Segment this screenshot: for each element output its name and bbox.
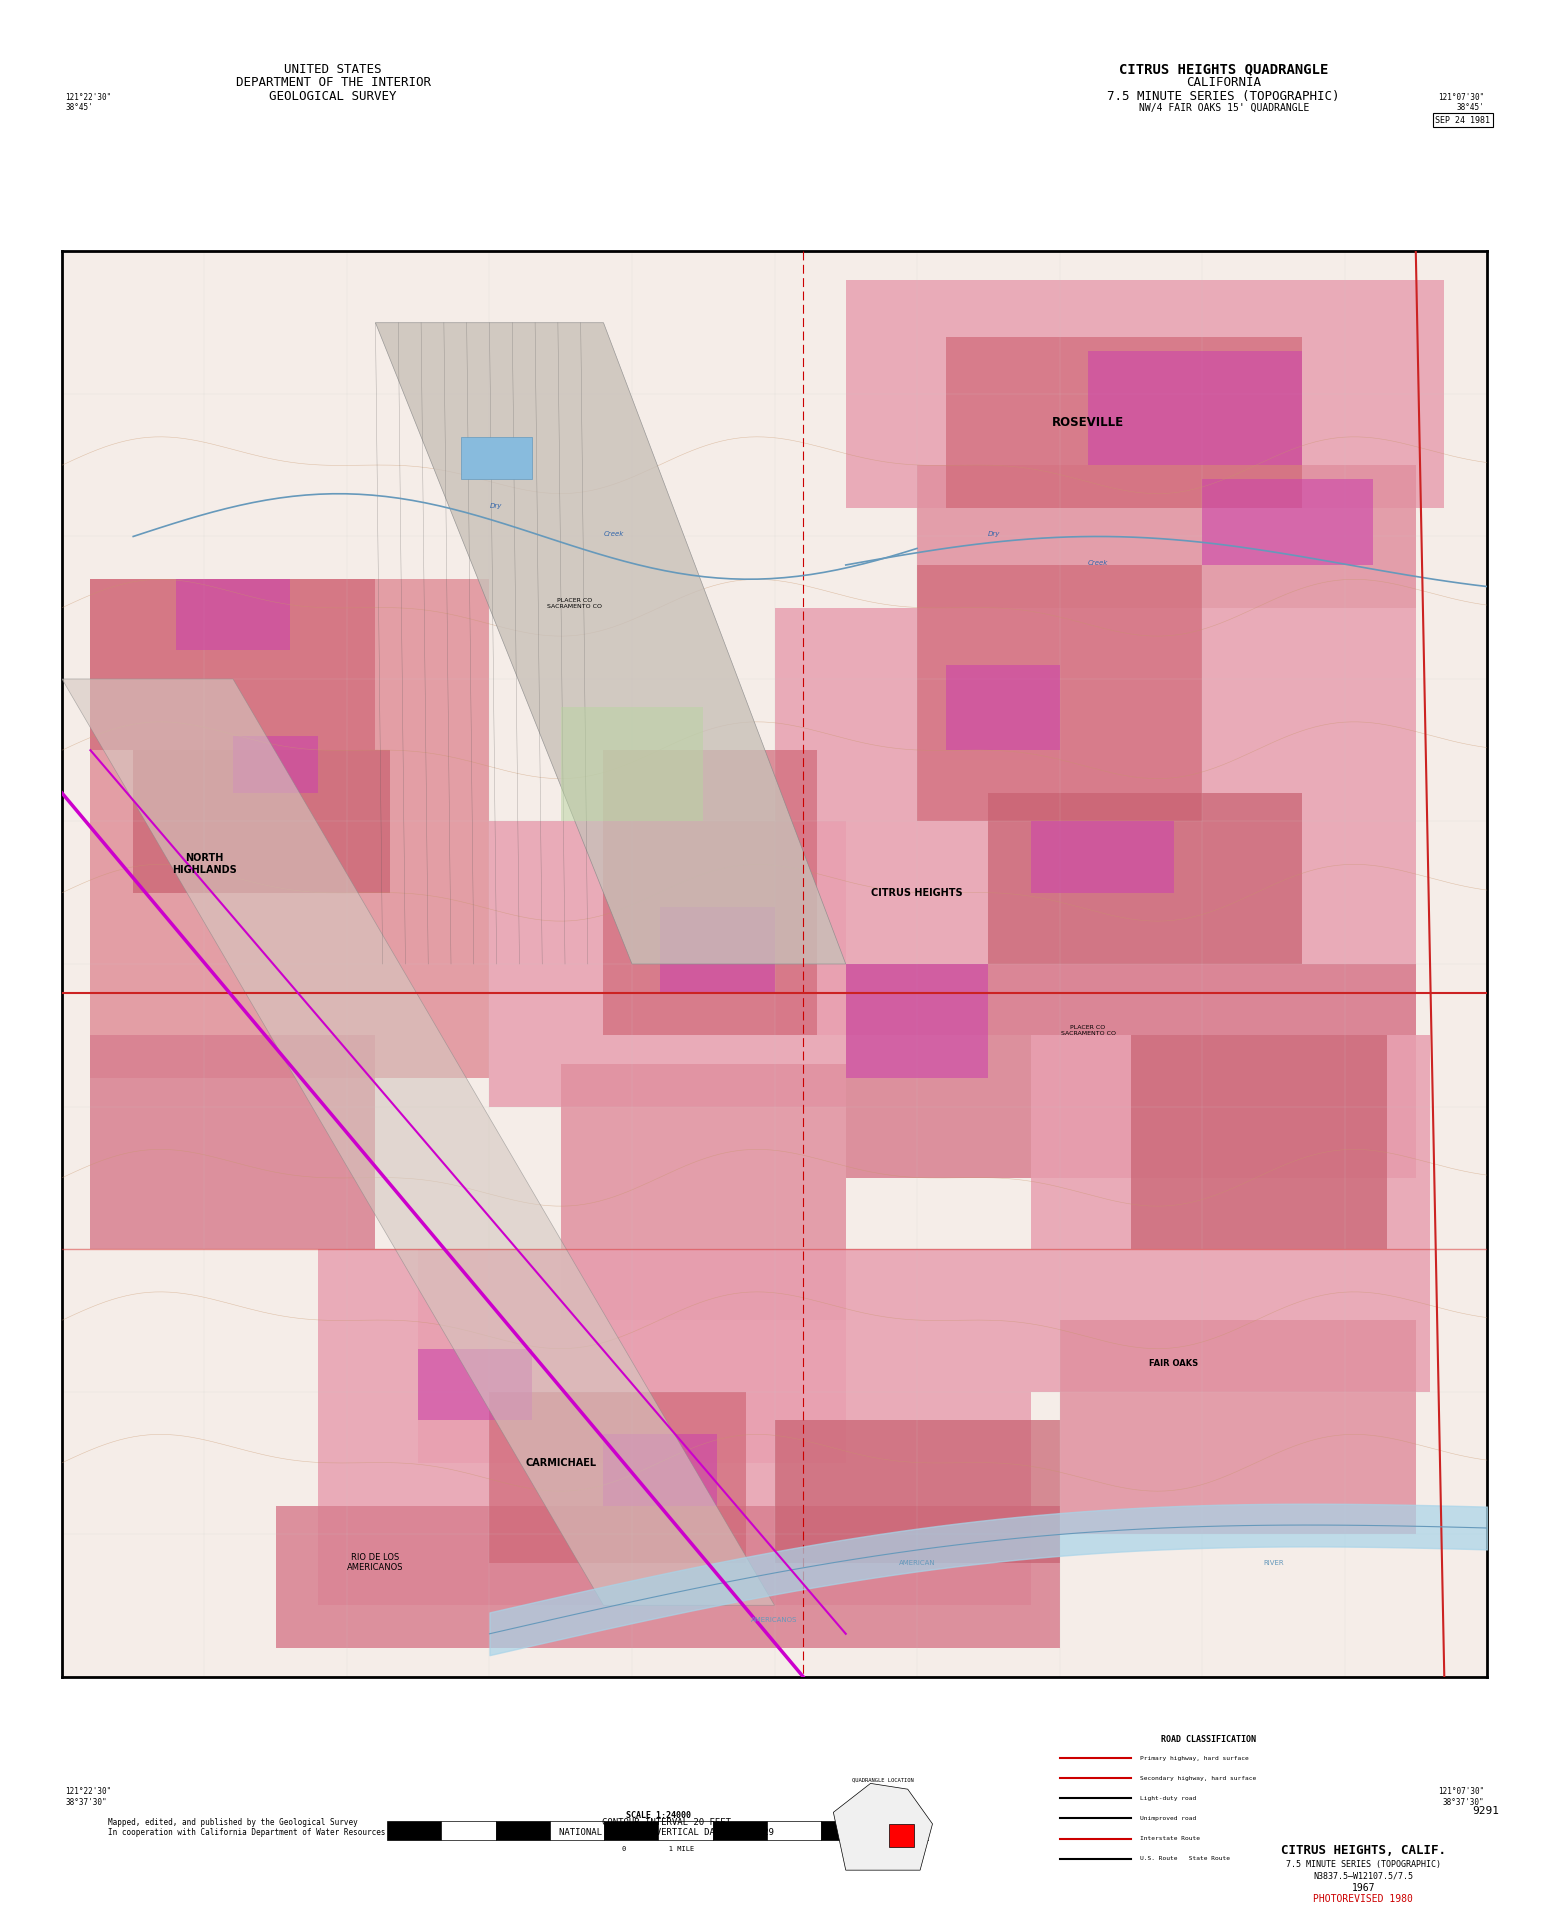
- Bar: [496, 1820, 550, 1839]
- Polygon shape: [1060, 1321, 1416, 1535]
- Text: Secondary highway, hard surface: Secondary highway, hard surface: [1140, 1776, 1256, 1781]
- Text: GEOLOGICAL SURVEY: GEOLOGICAL SURVEY: [270, 91, 397, 102]
- Text: Dry: Dry: [988, 532, 1001, 538]
- Bar: [875, 1820, 929, 1839]
- Text: 121°07'30"
38°37'30": 121°07'30" 38°37'30": [1437, 1787, 1484, 1807]
- Polygon shape: [833, 1783, 932, 1870]
- Text: 7.5 MINUTE SERIES (TOPOGRAPHIC): 7.5 MINUTE SERIES (TOPOGRAPHIC): [1108, 91, 1340, 102]
- Text: PLACER CO
SACRAMENTO CO: PLACER CO SACRAMENTO CO: [1061, 1026, 1115, 1035]
- Polygon shape: [133, 750, 390, 893]
- Text: 121°22'30"
38°45': 121°22'30" 38°45': [65, 93, 112, 112]
- Text: SEP 24 1981: SEP 24 1981: [1434, 116, 1490, 125]
- Text: CONTOUR INTERVAL 20 FEET
NATIONAL GEODETIC VERTICAL DATUM OF 1929: CONTOUR INTERVAL 20 FEET NATIONAL GEODET…: [559, 1818, 773, 1837]
- Polygon shape: [177, 578, 290, 650]
- Text: N3837.5—W12107.5/7.5: N3837.5—W12107.5/7.5: [1314, 1872, 1413, 1880]
- Polygon shape: [232, 736, 319, 792]
- Polygon shape: [774, 1421, 1060, 1562]
- Polygon shape: [90, 1035, 375, 1249]
- Text: Creek: Creek: [1087, 559, 1108, 567]
- Polygon shape: [375, 322, 846, 964]
- Polygon shape: [418, 1350, 533, 1421]
- Polygon shape: [945, 337, 1301, 507]
- Polygon shape: [846, 280, 1444, 507]
- Text: FAIR OAKS: FAIR OAKS: [1149, 1359, 1197, 1367]
- Text: UNITED STATES: UNITED STATES: [285, 64, 381, 75]
- Text: CALIFORNIA: CALIFORNIA: [1187, 77, 1261, 89]
- Text: ROAD CLASSIFICATION: ROAD CLASSIFICATION: [1160, 1735, 1256, 1745]
- Polygon shape: [1087, 351, 1301, 465]
- Polygon shape: [90, 578, 375, 750]
- Text: 0          1 MILE: 0 1 MILE: [623, 1847, 694, 1853]
- Polygon shape: [604, 750, 818, 1035]
- Text: ROSEVILLE: ROSEVILLE: [1052, 416, 1125, 428]
- Text: Primary highway, hard surface: Primary highway, hard surface: [1140, 1756, 1248, 1760]
- Bar: [441, 1820, 496, 1839]
- Text: AMERICAN: AMERICAN: [898, 1560, 936, 1566]
- Bar: [658, 1820, 713, 1839]
- Bar: [821, 1820, 875, 1839]
- Polygon shape: [604, 1434, 717, 1506]
- Polygon shape: [846, 964, 988, 1078]
- Polygon shape: [62, 679, 775, 1606]
- Polygon shape: [660, 906, 774, 993]
- Polygon shape: [917, 465, 1416, 607]
- Text: 9291: 9291: [1473, 1807, 1499, 1816]
- Text: 7.5 MINUTE SERIES (TOPOGRAPHIC): 7.5 MINUTE SERIES (TOPOGRAPHIC): [1286, 1861, 1441, 1868]
- Text: Interstate Route: Interstate Route: [1140, 1835, 1200, 1841]
- Polygon shape: [1032, 821, 1174, 893]
- Text: RIO DE LOS
AMERICANOS: RIO DE LOS AMERICANOS: [347, 1552, 404, 1571]
- Text: QUADRANGLE LOCATION: QUADRANGLE LOCATION: [852, 1778, 914, 1783]
- Text: CITRUS HEIGHTS QUADRANGLE: CITRUS HEIGHTS QUADRANGLE: [1118, 62, 1329, 77]
- Text: U.S. Route   State Route: U.S. Route State Route: [1140, 1857, 1230, 1861]
- Polygon shape: [561, 708, 703, 821]
- Text: AMERICANOS: AMERICANOS: [751, 1616, 798, 1623]
- Polygon shape: [774, 607, 1416, 1035]
- Text: 121°22'30"
38°37'30": 121°22'30" 38°37'30": [65, 1787, 112, 1807]
- Polygon shape: [319, 1249, 1032, 1606]
- Bar: [767, 1820, 821, 1839]
- Bar: [604, 1820, 658, 1839]
- Text: PHOTOREVISED 1980: PHOTOREVISED 1980: [1314, 1893, 1413, 1905]
- Text: Light-duty road: Light-duty road: [1140, 1797, 1196, 1801]
- Text: CITRUS HEIGHTS: CITRUS HEIGHTS: [871, 887, 963, 898]
- Text: SCALE 1:24000: SCALE 1:24000: [626, 1812, 691, 1820]
- Text: NW/4 FAIR OAKS 15' QUADRANGLE: NW/4 FAIR OAKS 15' QUADRANGLE: [1139, 102, 1309, 114]
- Polygon shape: [418, 1249, 846, 1463]
- Bar: [550, 1820, 604, 1839]
- Text: 1967: 1967: [1351, 1882, 1376, 1893]
- Text: Creek: Creek: [604, 532, 624, 538]
- Polygon shape: [1202, 480, 1372, 565]
- Text: PLACER CO
SACRAMENTO CO: PLACER CO SACRAMENTO CO: [547, 598, 603, 609]
- Polygon shape: [561, 1064, 846, 1321]
- Polygon shape: [1131, 1035, 1388, 1249]
- Polygon shape: [489, 1392, 747, 1562]
- Polygon shape: [276, 1506, 1060, 1648]
- Text: CITRUS HEIGHTS, CALIF.: CITRUS HEIGHTS, CALIF.: [1281, 1845, 1445, 1857]
- Polygon shape: [846, 964, 1416, 1178]
- Text: NORTH
HIGHLANDS: NORTH HIGHLANDS: [172, 854, 237, 875]
- Polygon shape: [62, 251, 1487, 1677]
- Polygon shape: [988, 792, 1301, 964]
- Text: CARMICHAEL: CARMICHAEL: [525, 1458, 596, 1467]
- Text: RIVER: RIVER: [1262, 1560, 1284, 1566]
- Polygon shape: [462, 438, 533, 480]
- Polygon shape: [90, 578, 489, 1078]
- Polygon shape: [945, 665, 1060, 750]
- Polygon shape: [917, 565, 1202, 821]
- Bar: [713, 1820, 767, 1839]
- Text: Unimproved road: Unimproved road: [1140, 1816, 1196, 1820]
- Text: 121°07'30"
38°45': 121°07'30" 38°45': [1437, 93, 1484, 112]
- Text: DEPARTMENT OF THE INTERIOR: DEPARTMENT OF THE INTERIOR: [235, 77, 431, 89]
- Text: Mapped, edited, and published by the Geological Survey
In cooperation with Calif: Mapped, edited, and published by the Geo…: [108, 1818, 386, 1837]
- Bar: [387, 1820, 441, 1839]
- Polygon shape: [889, 1824, 914, 1847]
- Polygon shape: [489, 821, 846, 1107]
- Text: Dry: Dry: [489, 503, 502, 509]
- Polygon shape: [1032, 1035, 1430, 1392]
